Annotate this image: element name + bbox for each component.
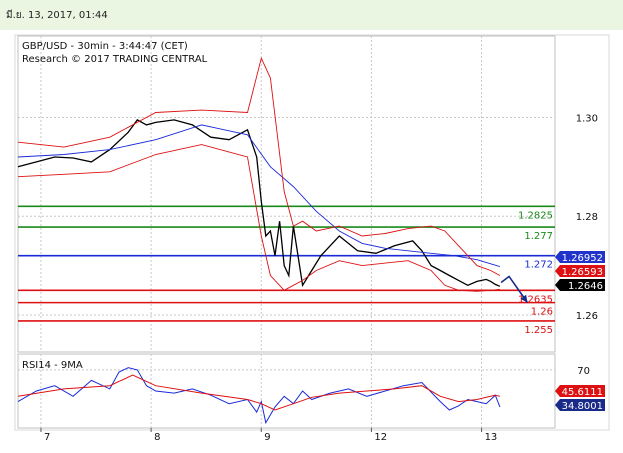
series-line (17, 56, 501, 276)
price-tag-box (555, 265, 605, 277)
series-line (17, 124, 501, 268)
price-tag-label: 1.26593 (562, 267, 603, 278)
rsi-tag-box (555, 385, 605, 397)
axes: 1.26 1.28 1.30 7 8 9 12 13 70 (40, 113, 598, 443)
price-tag-box (555, 279, 605, 291)
rsi-tag-box (555, 399, 605, 411)
chart-frame (14, 34, 610, 431)
timestamp: มี.ย. 13, 2017, 01:44 (6, 10, 108, 21)
rsi-title: RSI14 - 9MA (22, 360, 83, 371)
levels: 1.2825 1.277 1.272 1.2635 1.26 1.255 (18, 205, 555, 336)
level-label: 1.26 (531, 307, 553, 318)
x-tick-label: 7 (44, 432, 50, 443)
rsi-panel-border (17, 353, 556, 429)
timestamp-bar: มี.ย. 13, 2017, 01:44 (0, 0, 623, 30)
chart-title: GBP/USD - 30min - 3:44:47 (CET) (22, 41, 188, 52)
x-tick-label: 12 (374, 432, 387, 443)
y-tick-label: 1.26 (576, 311, 598, 322)
rsi-tag-label: 34.8001 (562, 401, 603, 412)
price-tags: 1.26952 1.26593 1.2646 45.6111 34.8001 (555, 251, 605, 412)
x-tick-label: 8 (154, 432, 160, 443)
series-line (17, 119, 501, 288)
y-tick-label: 1.30 (576, 113, 598, 124)
grid (18, 36, 555, 428)
forecast-arrow (500, 275, 529, 304)
y-tick-label: 1.28 (576, 212, 598, 223)
rsi-series-line (17, 374, 501, 411)
rsi-series (17, 367, 501, 425)
x-tick-label: 9 (264, 432, 270, 443)
price-panel-border (17, 35, 556, 353)
price-tag-box (555, 251, 605, 263)
level-label: 1.277 (524, 231, 553, 242)
rsi-y-tick-label: 70 (577, 366, 590, 377)
rsi-tag-label: 45.6111 (562, 387, 603, 398)
series (17, 56, 529, 304)
level-label: 1.272 (524, 260, 553, 271)
x-tick-label: 13 (485, 432, 498, 443)
price-tag-label: 1.26952 (562, 253, 603, 264)
level-label: 1.255 (524, 325, 553, 336)
price-tag-label: 1.2646 (568, 281, 603, 292)
series-line (17, 144, 500, 292)
forecast-arrowhead (520, 294, 528, 303)
rsi-series-line (17, 367, 501, 425)
level-label: 1.2635 (518, 294, 553, 305)
chart-subtitle: Research © 2017 TRADING CENTRAL (22, 54, 208, 65)
level-label: 1.2825 (518, 210, 553, 221)
